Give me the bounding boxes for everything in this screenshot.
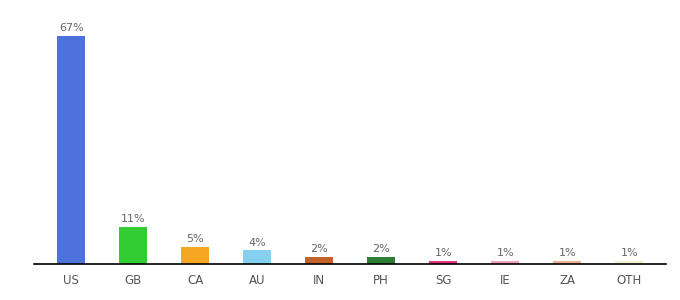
Bar — [491, 261, 519, 264]
Bar — [305, 257, 333, 264]
Text: 1%: 1% — [435, 248, 452, 258]
Text: 4%: 4% — [248, 238, 266, 248]
Text: 2%: 2% — [310, 244, 328, 254]
Bar — [119, 226, 147, 264]
Bar — [57, 36, 85, 264]
Text: 1%: 1% — [620, 248, 638, 258]
Text: 11%: 11% — [121, 214, 146, 224]
Text: 5%: 5% — [186, 234, 204, 244]
Bar — [367, 257, 395, 264]
Bar — [243, 250, 271, 264]
Bar — [429, 261, 457, 264]
Bar — [182, 247, 209, 264]
Text: 1%: 1% — [558, 248, 576, 258]
Text: 67%: 67% — [59, 23, 84, 34]
Text: 2%: 2% — [373, 244, 390, 254]
Text: 1%: 1% — [496, 248, 514, 258]
Bar — [554, 261, 581, 264]
Bar — [615, 261, 643, 264]
